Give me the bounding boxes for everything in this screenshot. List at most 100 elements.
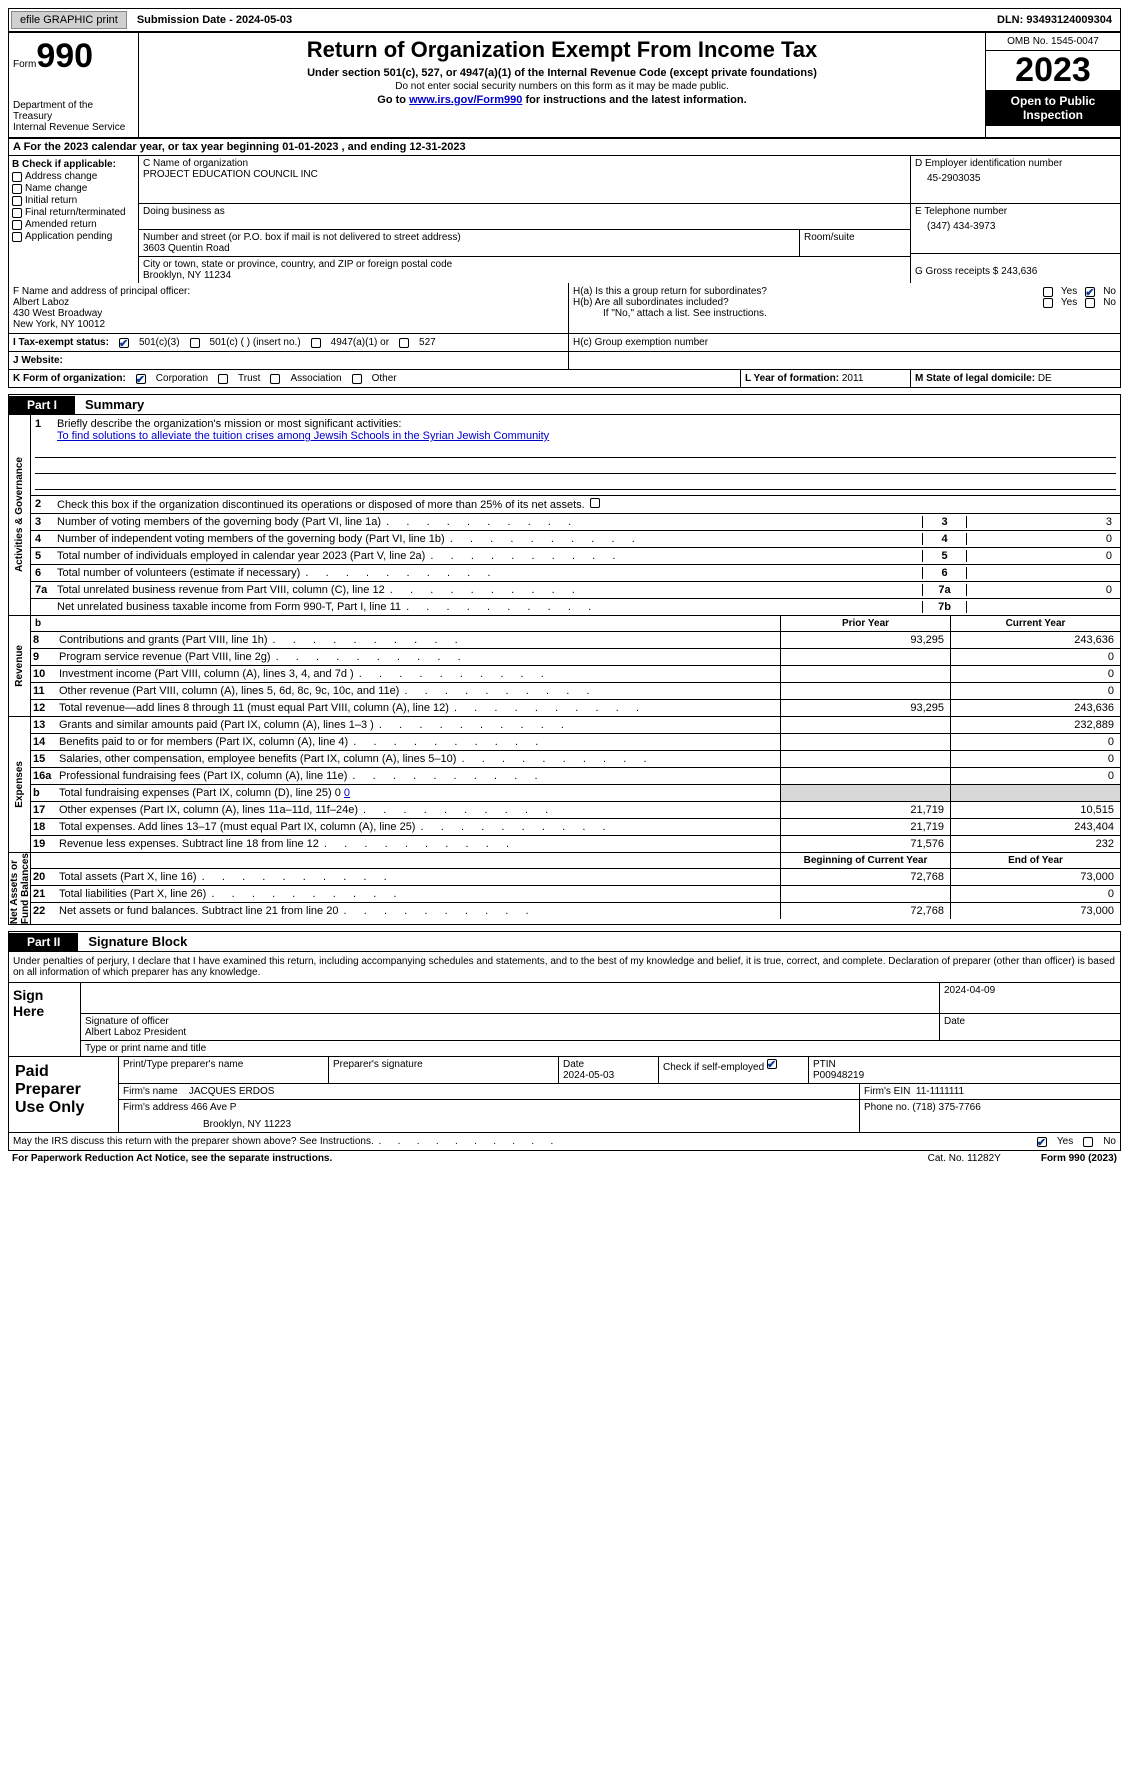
row-val [966, 567, 1116, 579]
fin-current: 0 [950, 683, 1120, 699]
fin-prior: 21,719 [780, 819, 950, 835]
sig-officer-label: Signature of officer [85, 1016, 935, 1027]
chk-assoc[interactable] [270, 374, 280, 384]
prep-date-val: 2024-05-03 [563, 1070, 614, 1081]
chk-discuss-yes[interactable] [1037, 1137, 1047, 1147]
goto-suffix: for instructions and the latest informat… [525, 94, 746, 106]
chk-527[interactable] [399, 338, 409, 348]
street-address: 3603 Quentin Road [143, 243, 795, 254]
fin-num: 15 [31, 751, 55, 767]
chk-discontinued[interactable] [590, 498, 600, 508]
chk-hb-no[interactable] [1085, 298, 1095, 308]
begin-year-head: Beginning of Current Year [780, 853, 950, 868]
chk-selfemp[interactable] [767, 1059, 777, 1069]
year-form-label: L Year of formation: [745, 373, 839, 384]
fin-desc: Total liabilities (Part X, line 26) [55, 886, 780, 902]
line2-num: 2 [35, 498, 57, 511]
row-num: 3 [35, 516, 57, 528]
lbl-address-change: Address change [25, 171, 97, 182]
chk-hb-yes[interactable] [1043, 298, 1053, 308]
chk-corp[interactable] [136, 374, 146, 384]
chk-app-pending[interactable] [12, 232, 22, 242]
ptin-label: PTIN [813, 1059, 836, 1070]
mission-text: To find solutions to alleviate the tuiti… [35, 430, 1116, 442]
line1-desc: Briefly describe the organization's miss… [57, 418, 401, 430]
fin-desc: Total fundraising expenses (Part IX, col… [55, 785, 780, 801]
org-name: PROJECT EDUCATION COUNCIL INC [143, 169, 906, 180]
gov-row: 6 Total number of volunteers (estimate i… [31, 565, 1120, 582]
goto-line: Go to www.irs.gov/Form990 for instructio… [145, 94, 979, 106]
omb-number: OMB No. 1545-0047 [986, 33, 1120, 51]
form-header: Form 990 Department of the Treasury Inte… [8, 32, 1121, 138]
officer-label: F Name and address of principal officer: [13, 286, 564, 297]
lbl-no2: No [1103, 297, 1116, 308]
lbl-discuss-yes: Yes [1057, 1136, 1073, 1147]
chk-trust[interactable] [218, 374, 228, 384]
lbl-corp: Corporation [156, 373, 208, 384]
fin-row: 8 Contributions and grants (Part VIII, l… [31, 632, 1120, 649]
chk-address-change[interactable] [12, 172, 22, 182]
box-b-label: B Check if applicable: [12, 159, 135, 170]
lbl-501c: 501(c) ( ) (insert no.) [210, 337, 301, 348]
fin-current: 232,889 [950, 717, 1120, 733]
fin-current: 0 [950, 734, 1120, 750]
fin-desc: Total assets (Part X, line 16) [55, 869, 780, 885]
gross-label: G Gross receipts $ [915, 266, 998, 277]
lbl-yes2: Yes [1061, 297, 1077, 308]
fin-row: 11 Other revenue (Part VIII, column (A),… [31, 683, 1120, 700]
officer-name: Albert Laboz [13, 297, 564, 308]
row-desc: Net unrelated business taxable income fr… [57, 601, 922, 613]
fin-desc: Program service revenue (Part VIII, line… [55, 649, 780, 665]
row-box: 7a [922, 584, 966, 596]
line1-num: 1 [35, 418, 57, 430]
fin-desc: Total revenue—add lines 8 through 11 (mu… [55, 700, 780, 716]
chk-501c3[interactable] [119, 338, 129, 348]
gov-row: 7a Total unrelated business revenue from… [31, 582, 1120, 599]
chk-other[interactable] [352, 374, 362, 384]
domicile-label: M State of legal domicile: [915, 373, 1035, 384]
chk-501c[interactable] [190, 338, 200, 348]
officer-addr2: New York, NY 10012 [13, 319, 564, 330]
form-word: Form [13, 59, 36, 70]
chk-ha-yes[interactable] [1043, 287, 1053, 297]
paid-preparer-block: Paid Preparer Use Only Print/Type prepar… [8, 1057, 1121, 1133]
fin-row: 9 Program service revenue (Part VIII, li… [31, 649, 1120, 666]
row-desc: Total number of individuals employed in … [57, 550, 922, 562]
chk-discuss-no[interactable] [1083, 1137, 1093, 1147]
fin-desc: Other expenses (Part IX, column (A), lin… [55, 802, 780, 818]
firm-ein: 11-1111111 [916, 1086, 964, 1097]
irs-link[interactable]: www.irs.gov/Form990 [409, 94, 522, 106]
lbl-no: No [1103, 286, 1116, 297]
fin-current: 243,404 [950, 819, 1120, 835]
city-state-zip: Brooklyn, NY 11234 [143, 270, 906, 281]
gov-row: 3 Number of voting members of the govern… [31, 514, 1120, 531]
ssn-note: Do not enter social security numbers on … [145, 81, 979, 92]
fin-current: 0 [950, 649, 1120, 665]
form-org-label: K Form of organization: [13, 373, 126, 384]
efile-print-button[interactable]: efile GRAPHIC print [11, 11, 127, 29]
fin-num: 11 [31, 683, 55, 699]
lbl-name-change: Name change [25, 183, 87, 194]
fin-current: 0 [950, 768, 1120, 784]
chk-name-change[interactable] [12, 184, 22, 194]
tel-value: (347) 434-3973 [915, 217, 1116, 232]
domicile-val: DE [1038, 373, 1052, 384]
chk-ha-no[interactable] [1085, 287, 1095, 297]
open-to-public: Open to Public Inspection [986, 90, 1120, 126]
prior-year-head: Prior Year [780, 616, 950, 631]
ptin-value: P00948219 [813, 1070, 864, 1081]
chk-initial-return[interactable] [12, 196, 22, 206]
chk-4947[interactable] [311, 338, 321, 348]
chk-final-return[interactable] [12, 208, 22, 218]
fin-prior: 71,576 [780, 836, 950, 852]
part2-header: Part II Signature Block [8, 931, 1121, 952]
dln: DLN: 93493124009304 [989, 12, 1120, 28]
fin-prior [780, 734, 950, 750]
chk-amended-return[interactable] [12, 220, 22, 230]
goto-prefix: Go to [377, 94, 409, 106]
fin-prior [780, 717, 950, 733]
fin-prior [780, 886, 950, 902]
date-label: Date [940, 1014, 1120, 1040]
top-bar: efile GRAPHIC print Submission Date - 20… [8, 8, 1121, 32]
lbl-4947: 4947(a)(1) or [331, 337, 389, 348]
